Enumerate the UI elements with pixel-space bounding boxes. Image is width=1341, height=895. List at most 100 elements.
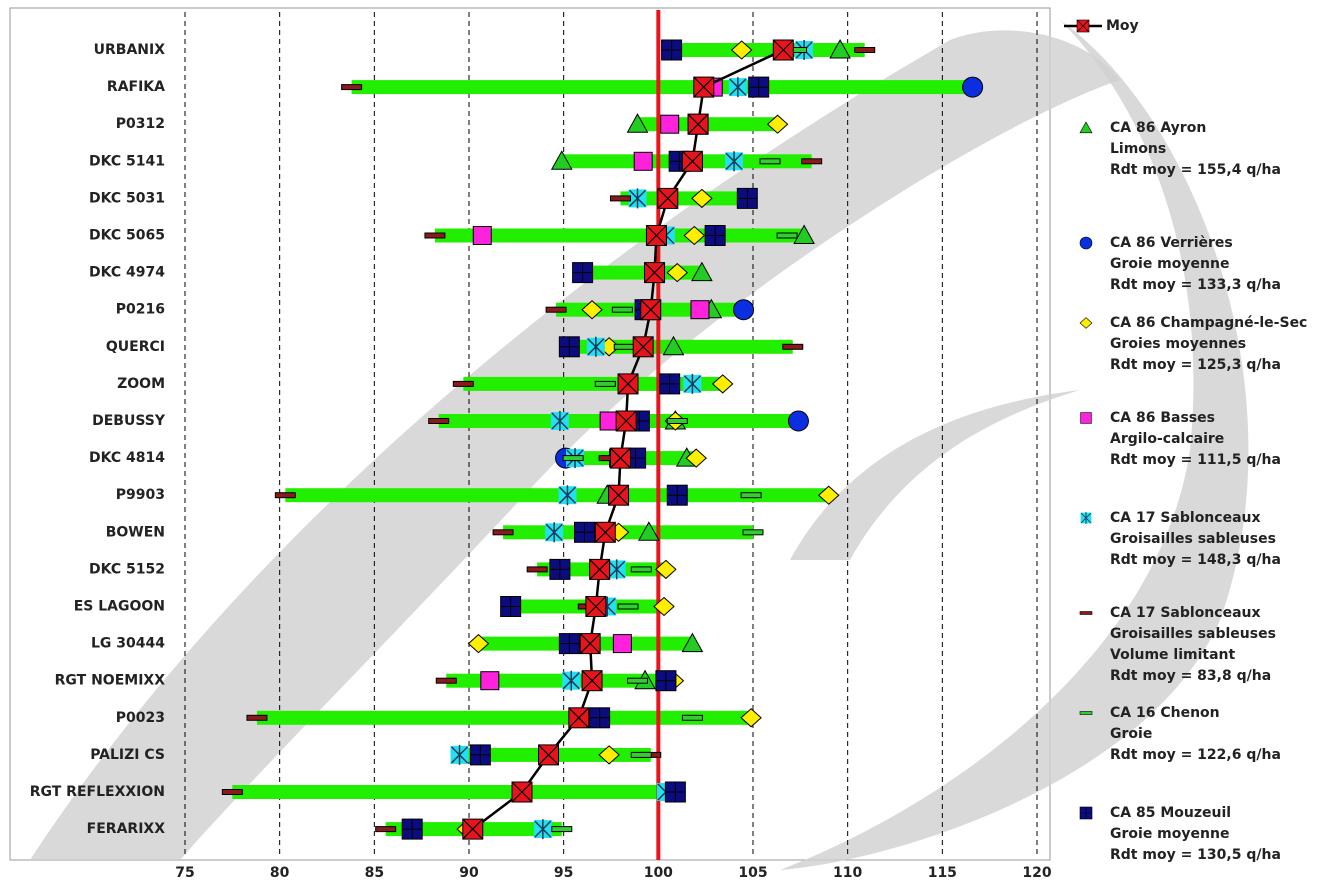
category-label: P0312: [116, 116, 165, 132]
marker-part: [545, 522, 563, 543]
marker-part: [854, 47, 876, 53]
marker: [691, 261, 713, 282]
marker-part: [341, 84, 363, 91]
marker-part: [480, 671, 500, 691]
marker: [375, 826, 397, 833]
category-label: QUERCI: [106, 339, 165, 355]
legend-label: CA 86 Ayron: [1110, 120, 1206, 136]
marker: [1079, 711, 1093, 715]
marker: [687, 113, 709, 135]
marker: [666, 418, 688, 424]
category-label: BOWEN: [106, 524, 165, 540]
x-tick-label: 105: [738, 865, 767, 881]
marker: [630, 751, 652, 758]
category-label: DEBUSSY: [92, 413, 166, 429]
marker: [341, 84, 363, 91]
category-label: LG 30444: [91, 636, 165, 652]
marker-part: [545, 306, 567, 313]
marker: [469, 744, 491, 766]
marker-part: [662, 335, 685, 356]
marker: [683, 373, 702, 394]
marker: [626, 113, 649, 133]
marker-part: [617, 603, 639, 610]
marker: [725, 151, 744, 172]
marker-part: [640, 299, 662, 321]
marker: [1079, 121, 1093, 134]
marker: [854, 47, 876, 53]
x-tick-label: 115: [928, 865, 957, 881]
marker-part: [274, 492, 296, 499]
marker-part: [666, 262, 689, 283]
marker-part: [733, 299, 755, 321]
marker-part: [644, 262, 665, 284]
marker-part: [424, 232, 446, 239]
legend-detail: Groie: [1110, 726, 1152, 742]
marker: [782, 343, 804, 350]
marker: [793, 224, 815, 244]
marker: [655, 559, 677, 580]
marker: [817, 485, 840, 505]
marker: [1080, 512, 1092, 525]
marker: [611, 306, 633, 313]
marker-part: [626, 113, 649, 133]
marker-part: [646, 225, 667, 246]
marker: [538, 744, 560, 766]
marker-part: [653, 596, 675, 617]
marker: [435, 677, 457, 684]
marker-part: [1080, 412, 1092, 424]
legend-label: CA 17 Sablonceaux: [1110, 605, 1261, 621]
marker: [594, 521, 616, 543]
marker-part: [551, 411, 569, 431]
marker: [681, 714, 703, 721]
marker: [690, 300, 710, 320]
marker-part: [817, 485, 840, 505]
marker: [711, 374, 734, 394]
category-label: FERARIXX: [87, 821, 166, 837]
range-bar: [232, 785, 676, 799]
marker-part: [657, 187, 679, 209]
marker-part: [782, 343, 804, 350]
marker-part: [737, 188, 758, 209]
marker-part: [500, 596, 521, 617]
marker-part: [608, 559, 626, 580]
marker-part: [467, 633, 490, 654]
x-tick-label: 95: [554, 865, 573, 881]
marker-part: [655, 670, 676, 691]
marker: [691, 188, 713, 209]
marker: [558, 485, 577, 506]
marker: [628, 188, 647, 209]
marker: [615, 410, 637, 432]
marker: [274, 492, 296, 499]
marker: [776, 232, 798, 239]
marker-part: [638, 521, 660, 541]
marker: [657, 187, 679, 209]
marker: [740, 492, 762, 499]
marker: [551, 826, 573, 833]
marker-part: [632, 336, 654, 358]
marker-part: [581, 670, 603, 692]
marker: [801, 158, 823, 165]
x-tick-label: 90: [459, 865, 479, 881]
marker: [644, 262, 666, 284]
marker-part: [562, 670, 580, 691]
marker-part: [1080, 807, 1093, 820]
marker: [766, 114, 789, 134]
marker-part: [598, 745, 620, 765]
marker: [462, 818, 484, 840]
marker-part: [681, 150, 703, 172]
marker: [599, 411, 619, 431]
marker-part: [462, 818, 484, 840]
marker: [633, 151, 653, 171]
marker: [472, 226, 492, 245]
legend-label: CA 85 Mouzeuil: [1110, 805, 1231, 821]
average-line: [472, 48, 784, 831]
marker: [526, 566, 548, 573]
marker-part: [572, 262, 593, 283]
legend-detail: Groisailles sableuses: [1110, 626, 1276, 642]
marker-part: [511, 781, 533, 803]
legend-detail: Rdt moy = 133,3 q/ha: [1110, 277, 1281, 293]
marker: [659, 373, 681, 395]
marker: [450, 744, 469, 765]
marker-part: [609, 195, 631, 202]
